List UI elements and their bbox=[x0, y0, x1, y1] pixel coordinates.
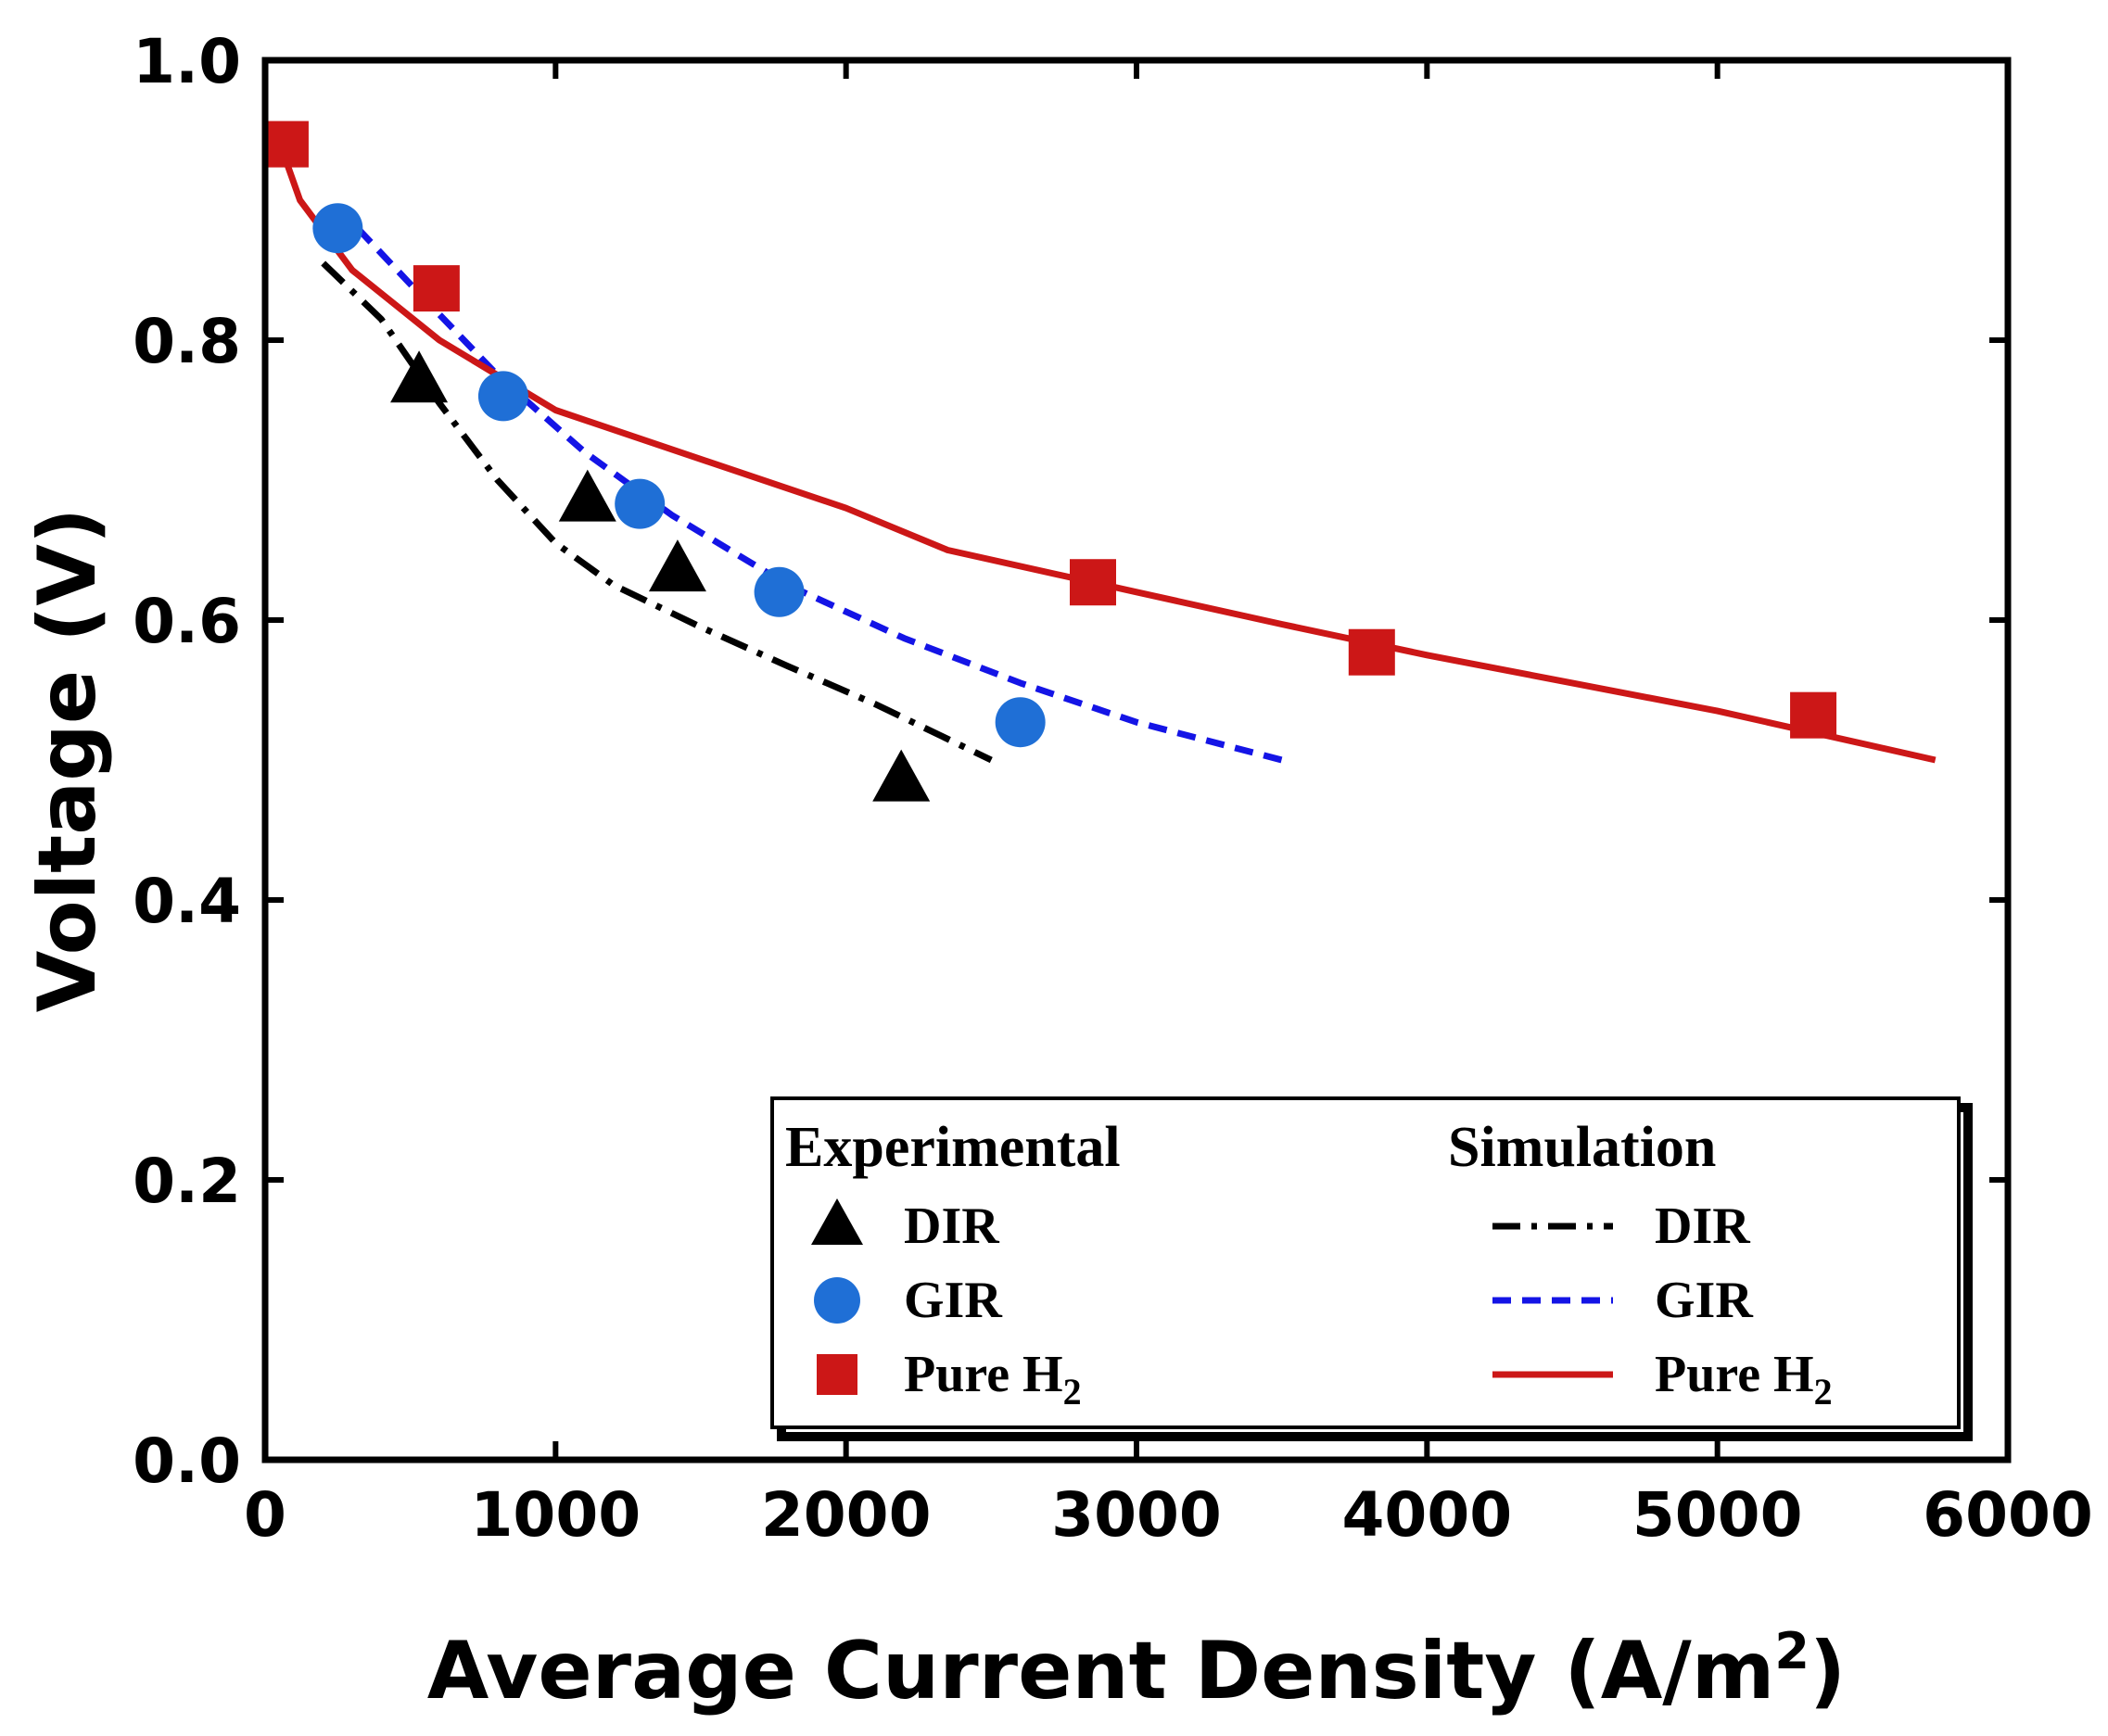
exp-point-gir bbox=[754, 566, 805, 617]
axis-ticks: 0 1000 2000 3000 4000 5000 6000 0.0 0.2 0.4 0.6 0.8… bbox=[133, 26, 2093, 1551]
experimental-markers bbox=[261, 120, 1837, 802]
y-tick-label: 0.8 bbox=[133, 306, 241, 377]
legend-sim-dir-label: DIR bbox=[1655, 1197, 1750, 1255]
y-tick-label: 0.4 bbox=[133, 866, 241, 937]
simulation-lines bbox=[279, 149, 1937, 764]
x-tick-label: 3000 bbox=[1051, 1479, 1222, 1551]
sim-line-gir bbox=[335, 205, 1283, 764]
exp-point-pure-h2 bbox=[261, 120, 309, 168]
exp-point-gir bbox=[477, 371, 528, 422]
exp-point-dir bbox=[390, 350, 449, 403]
exp-point-pure-h2 bbox=[1070, 559, 1116, 606]
legend-exp-pure-h2-label: Pure H2 bbox=[904, 1346, 1082, 1413]
legend-simulation-title: Simulation bbox=[1448, 1116, 1716, 1179]
sim-line-pure-h2 bbox=[279, 149, 1937, 764]
y-tick-label: 0.0 bbox=[133, 1426, 241, 1497]
legend: Experimental Simulation DIR DIR GIR GIR … bbox=[770, 1096, 1973, 1441]
exp-point-pure-h2 bbox=[413, 265, 460, 312]
legend-experimental-title: Experimental bbox=[785, 1116, 1121, 1179]
y-tick-label: 0.6 bbox=[133, 586, 241, 657]
exp-point-gir bbox=[312, 203, 363, 254]
sim-line-dir bbox=[321, 260, 993, 764]
exp-point-dir bbox=[872, 749, 931, 802]
y-tick-label: 0.2 bbox=[133, 1146, 241, 1217]
legend-row-dir: DIR DIR bbox=[811, 1197, 1750, 1255]
legend-box bbox=[770, 1096, 1961, 1429]
legend-exp-dir-label: DIR bbox=[904, 1197, 999, 1255]
x-tick-label: 0 bbox=[244, 1479, 286, 1551]
exp-point-gir bbox=[995, 697, 1046, 748]
x-tick-label: 4000 bbox=[1341, 1479, 1512, 1551]
legend-row-pure-h2: Pure H2 Pure H2 bbox=[817, 1346, 1833, 1413]
exp-point-dir bbox=[558, 469, 616, 522]
x-tick-label: 5000 bbox=[1632, 1479, 1803, 1551]
exp-point-pure-h2 bbox=[1348, 628, 1395, 676]
legend-triangle-icon bbox=[811, 1198, 863, 1245]
x-tick-label: 2000 bbox=[761, 1479, 932, 1551]
legend-sim-gir-label: GIR bbox=[1655, 1272, 1753, 1329]
legend-sim-pure-h2-label: Pure H2 bbox=[1655, 1346, 1833, 1413]
legend-row-gir: GIR GIR bbox=[814, 1272, 1753, 1329]
exp-point-gir bbox=[615, 478, 666, 529]
x-tick-label: 1000 bbox=[470, 1479, 641, 1551]
y-axis-title: Voltage (V) bbox=[21, 508, 114, 1013]
exp-point-pure-h2 bbox=[1790, 691, 1837, 739]
legend-circle-icon bbox=[814, 1277, 860, 1324]
legend-square-icon bbox=[817, 1354, 857, 1395]
exp-point-dir bbox=[648, 539, 706, 592]
x-axis-title: Average Current Density (A/m2) bbox=[427, 1622, 1846, 1717]
y-tick-label: 1.0 bbox=[133, 26, 241, 97]
legend-exp-gir-label: GIR bbox=[904, 1272, 1002, 1329]
x-tick-label: 6000 bbox=[1923, 1479, 2093, 1551]
